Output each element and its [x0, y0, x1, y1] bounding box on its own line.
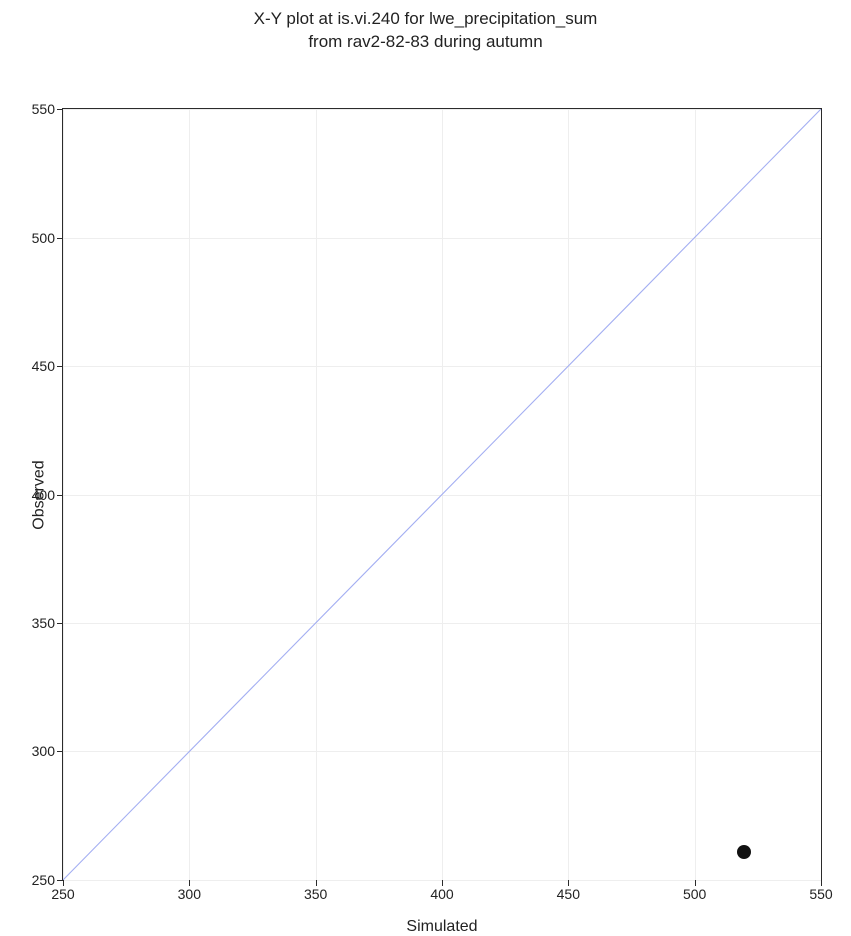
x-tick-label: 500 [683, 886, 706, 902]
gridline-horizontal [63, 366, 821, 367]
gridline-horizontal [63, 109, 821, 110]
y-tick-label: 550 [32, 101, 55, 117]
data-point-1[interactable] [737, 845, 751, 859]
x-tick-label: 250 [51, 886, 74, 902]
y-tick-label: 250 [32, 872, 55, 888]
gridline-horizontal [63, 238, 821, 239]
x-tick-label: 550 [809, 886, 832, 902]
gridline-horizontal [63, 751, 821, 752]
gridline-horizontal [63, 495, 821, 496]
y-axis-label: Observed [31, 460, 49, 529]
plot-area: 250 300 350 400 450 500 550 250 300 350 … [62, 108, 822, 881]
y-tick-label: 300 [32, 743, 55, 759]
chart-container: X-Y plot at is.vi.240 for lwe_precipitat… [0, 0, 851, 934]
y-tick-label: 500 [32, 230, 55, 246]
y-tick-label: 350 [32, 615, 55, 631]
gridline-horizontal [63, 623, 821, 624]
chart-title: X-Y plot at is.vi.240 for lwe_precipitat… [0, 8, 851, 54]
x-tick-label: 400 [430, 886, 453, 902]
x-tick-label: 350 [304, 886, 327, 902]
x-tick-label: 300 [178, 886, 201, 902]
y-tick-label: 450 [32, 358, 55, 374]
x-axis-label: Simulated [406, 918, 477, 936]
x-tick-label: 450 [557, 886, 580, 902]
